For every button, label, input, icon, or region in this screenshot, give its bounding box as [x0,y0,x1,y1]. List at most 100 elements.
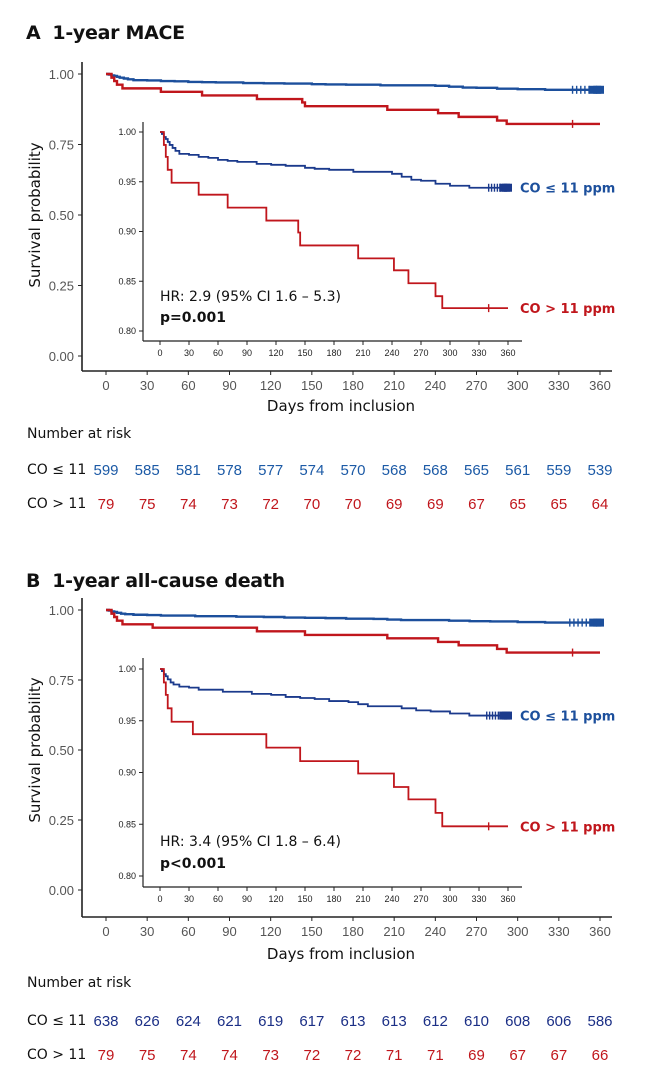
risk-value: 70 [303,496,321,513]
x-tick-label: 210 [383,924,405,939]
risk-value: 79 [97,496,115,513]
risk-value: 69 [385,496,403,513]
risk-table-title: Number at risk [27,975,132,991]
risk-value: 638 [93,1013,119,1030]
y-tick-label: 0.85 [118,819,136,829]
risk-value: 565 [463,462,490,479]
x-tick-label: 360 [589,378,611,393]
x-tick-label: 360 [589,924,611,939]
x-tick-label: 240 [424,378,446,393]
y-tick-label: 0.95 [118,177,136,187]
series-line-co-low [160,668,508,717]
x-tick-label: 30 [184,894,194,904]
y-tick-label: 0.95 [118,716,136,726]
x-tick-label: 90 [222,924,236,939]
censor-mark [504,711,512,720]
risk-value: 559 [546,462,572,479]
y-tick-label: 0.90 [118,227,136,237]
x-tick-label: 210 [355,894,370,904]
x-tick-label: 300 [442,348,457,358]
x-tick-label: 120 [260,378,282,393]
risk-value: 74 [179,1047,197,1064]
y-tick-label: 0.80 [118,326,136,336]
risk-value: 71 [426,1047,444,1064]
risk-value: 65 [509,496,526,513]
risk-value: 71 [385,1047,403,1064]
x-tick-label: 270 [466,924,488,939]
risk-value: 599 [93,462,119,479]
risk-value: 568 [381,462,407,479]
censor-mark [589,85,598,94]
p-value-annotation: p<0.001 [160,856,226,872]
y-tick-label: 1.00 [49,67,74,82]
x-tick-label: 90 [242,894,252,904]
x-tick-label: 120 [268,348,283,358]
x-tick-label: 300 [507,378,529,393]
risk-value: 613 [340,1013,366,1030]
censor-mark [589,618,598,627]
km-chart-b: 0 30 60 90 120 150 180 210 240 270 300 330 3600.000.… [26,598,615,963]
risk-value: 570 [340,462,366,479]
x-tick-label: 270 [466,378,488,393]
panel-title-text: 1-year MACE [52,22,185,44]
x-tick-label: 180 [342,378,364,393]
series-line-co-high [106,608,600,654]
x-tick-label: 300 [442,894,457,904]
risk-value: 624 [175,1013,201,1030]
risk-value: 73 [262,1047,279,1064]
y-tick-label: 0.25 [49,279,74,294]
risk-row-label: CO > 11 [27,496,87,512]
x-tick-label: 90 [242,348,252,358]
panel-b-title: B 1-year all-cause death [26,570,285,592]
x-tick-label: 60 [213,348,223,358]
x-axis-label: Days from inclusion [267,945,415,963]
x-tick-label: 210 [355,348,370,358]
risk-row-label: CO ≤ 11 [27,1013,87,1029]
x-tick-label: 330 [471,348,486,358]
y-tick-label: 0.50 [49,208,74,223]
panel-title-text: 1-year all-cause death [52,570,285,592]
series-line-co-high [106,72,600,126]
risk-value: 73 [221,496,238,513]
risk-table-title: Number at risk [27,426,132,442]
x-tick-label: 30 [184,348,194,358]
x-tick-label: 30 [140,924,154,939]
series-line-co-high [160,131,508,310]
risk-value: 72 [344,1047,362,1064]
x-tick-label: 90 [222,378,236,393]
risk-value: 72 [303,1047,321,1064]
risk-row-label: CO > 11 [27,1047,87,1063]
risk-value: 617 [299,1013,325,1030]
x-tick-label: 150 [297,348,312,358]
risk-value: 74 [179,496,197,513]
risk-value: 606 [546,1013,572,1030]
x-tick-label: 60 [181,924,195,939]
x-tick-label: 0 [102,924,109,939]
risk-value: 621 [216,1013,243,1030]
risk-value: 612 [422,1013,448,1030]
legend-co-low: CO ≤ 11 ppm [520,710,615,725]
x-tick-label: 60 [213,894,223,904]
risk-value: 577 [258,462,284,479]
censor-mark [504,183,512,192]
risk-value: 67 [509,1047,526,1064]
x-tick-label: 270 [413,348,428,358]
risk-value: 67 [468,496,485,513]
risk-value: 79 [97,1047,115,1064]
risk-value: 581 [175,462,201,479]
risk-value: 610 [463,1013,490,1030]
series-line-co-low [160,131,508,189]
risk-value: 585 [134,462,160,479]
y-tick-label: 0.75 [49,138,74,153]
x-tick-label: 0 [157,894,162,904]
risk-value: 66 [591,1047,609,1064]
x-tick-label: 330 [548,378,570,393]
x-tick-label: 0 [102,378,109,393]
y-tick-label: 0.50 [49,743,74,758]
y-tick-label: 0.75 [49,673,74,688]
series-line-co-high [160,668,508,828]
panel-letter: B [26,570,41,592]
risk-value: 69 [426,496,444,513]
risk-value: 539 [587,462,613,479]
risk-value: 613 [381,1013,407,1030]
